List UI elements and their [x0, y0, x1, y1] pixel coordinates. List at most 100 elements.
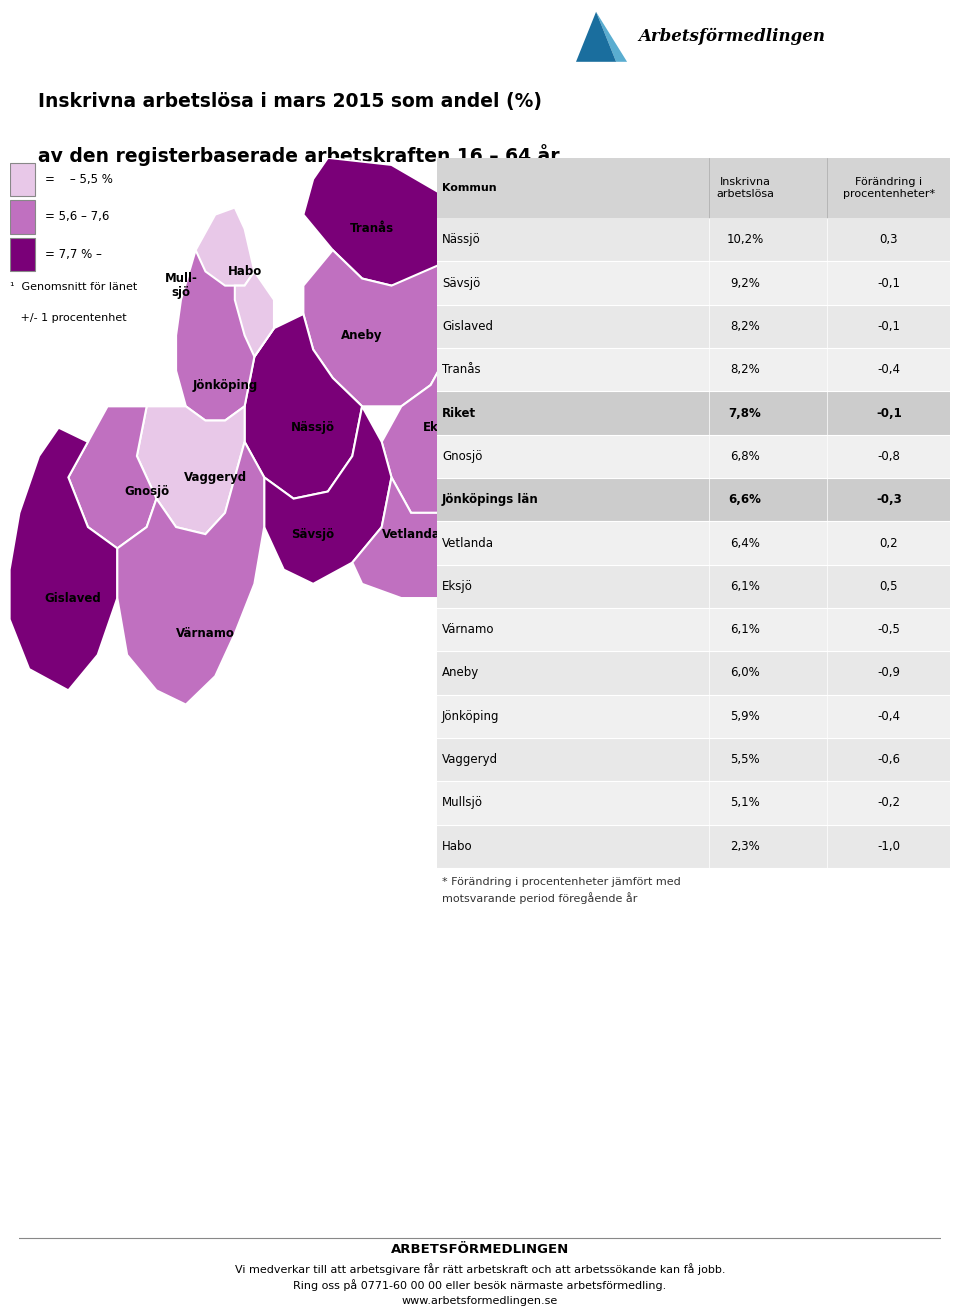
Text: Gnosjö: Gnosjö: [442, 450, 482, 463]
Text: Värnamo: Värnamo: [176, 627, 235, 640]
Text: Aneby: Aneby: [442, 667, 479, 680]
Text: Värnamo: Värnamo: [442, 623, 494, 636]
Text: av den registerbaserade arbetskraften 16 – 64 år: av den registerbaserade arbetskraften 16…: [38, 145, 560, 166]
FancyBboxPatch shape: [437, 564, 950, 608]
Text: -0,6: -0,6: [877, 753, 900, 767]
Text: 2,3%: 2,3%: [731, 840, 759, 852]
Text: 8,2%: 8,2%: [731, 363, 759, 376]
FancyBboxPatch shape: [437, 218, 950, 262]
Text: = 7,7 % –: = 7,7 % –: [44, 249, 102, 262]
Text: www.arbetsformedlingen.se: www.arbetsformedlingen.se: [402, 1297, 558, 1306]
Text: Jönköpings län: Jönköpings län: [442, 493, 539, 506]
Polygon shape: [352, 477, 499, 598]
FancyBboxPatch shape: [10, 163, 35, 196]
Text: Habo: Habo: [228, 264, 262, 277]
Text: -0,9: -0,9: [877, 667, 900, 680]
Text: Vetlanda: Vetlanda: [442, 537, 494, 550]
Polygon shape: [117, 442, 264, 705]
Text: Förändring i
procentenheter*: Förändring i procentenheter*: [843, 178, 935, 199]
Text: Tranås: Tranås: [442, 363, 481, 376]
FancyBboxPatch shape: [10, 200, 35, 234]
Polygon shape: [196, 208, 254, 285]
Text: Eksjö: Eksjö: [423, 421, 458, 434]
Text: = 5,6 – 7,6: = 5,6 – 7,6: [44, 210, 108, 224]
Polygon shape: [176, 208, 274, 421]
FancyBboxPatch shape: [437, 479, 950, 521]
Text: -0,1: -0,1: [877, 276, 900, 289]
Text: 10,2%: 10,2%: [727, 233, 763, 246]
Polygon shape: [245, 314, 362, 498]
Text: Vaggeryd: Vaggeryd: [183, 471, 247, 484]
Text: Arbetsförmedlingen: Arbetsförmedlingen: [638, 28, 825, 45]
FancyBboxPatch shape: [437, 651, 950, 694]
Text: Sävsjö: Sävsjö: [442, 276, 480, 289]
Text: +/- 1 procentenhet: +/- 1 procentenhet: [10, 313, 126, 323]
Text: 6,1%: 6,1%: [730, 580, 760, 593]
Text: =    – 5,5 %: = – 5,5 %: [44, 172, 112, 185]
FancyBboxPatch shape: [437, 305, 950, 348]
Text: 6,4%: 6,4%: [730, 537, 760, 550]
Text: Habo: Habo: [442, 840, 472, 852]
Text: Ring oss på 0771-60 00 00 eller besök närmaste arbetsförmedling.: Ring oss på 0771-60 00 00 eller besök nä…: [294, 1279, 666, 1291]
Polygon shape: [264, 406, 392, 584]
FancyBboxPatch shape: [437, 608, 950, 651]
Text: Mull-
sjö: Mull- sjö: [164, 272, 198, 299]
Text: Gislaved: Gislaved: [442, 320, 492, 333]
Text: 0,2: 0,2: [879, 537, 899, 550]
Text: Kommun: Kommun: [442, 183, 496, 193]
Text: -1,0: -1,0: [877, 840, 900, 852]
Text: 7,8%: 7,8%: [729, 406, 761, 419]
Polygon shape: [137, 406, 245, 534]
Text: 5,5%: 5,5%: [731, 753, 759, 767]
FancyBboxPatch shape: [437, 392, 950, 435]
Text: -0,4: -0,4: [877, 363, 900, 376]
Text: -0,5: -0,5: [877, 623, 900, 636]
Text: 6,0%: 6,0%: [731, 667, 759, 680]
Text: ARBETSFÖRMEDLINGEN: ARBETSFÖRMEDLINGEN: [391, 1243, 569, 1256]
Text: -0,2: -0,2: [877, 797, 900, 810]
Text: Eksjö: Eksjö: [442, 580, 473, 593]
Text: 8,2%: 8,2%: [731, 320, 759, 333]
FancyBboxPatch shape: [437, 521, 950, 564]
Polygon shape: [596, 12, 627, 62]
FancyBboxPatch shape: [437, 158, 950, 218]
FancyBboxPatch shape: [437, 825, 950, 868]
Text: 0,3: 0,3: [879, 233, 898, 246]
Text: -0,4: -0,4: [877, 710, 900, 723]
FancyBboxPatch shape: [437, 694, 950, 738]
Polygon shape: [303, 158, 441, 285]
Text: 5,1%: 5,1%: [731, 797, 759, 810]
Polygon shape: [382, 350, 499, 513]
Text: Vi medverkar till att arbetsgivare får rätt arbetskraft och att arbetssökande ka: Vi medverkar till att arbetsgivare får r…: [235, 1262, 725, 1274]
Text: 9,2%: 9,2%: [730, 276, 760, 289]
FancyBboxPatch shape: [437, 781, 950, 825]
FancyBboxPatch shape: [437, 262, 950, 305]
Text: Vetlanda: Vetlanda: [382, 527, 441, 540]
Polygon shape: [303, 250, 450, 406]
Text: -0,1: -0,1: [876, 406, 901, 419]
Polygon shape: [68, 406, 156, 548]
FancyBboxPatch shape: [437, 435, 950, 479]
FancyBboxPatch shape: [437, 348, 950, 392]
Text: -0,8: -0,8: [877, 450, 900, 463]
Text: -0,1: -0,1: [877, 320, 900, 333]
Text: Riket: Riket: [442, 406, 476, 419]
Text: Jönköping: Jönköping: [442, 710, 499, 723]
Text: Gislaved: Gislaved: [45, 592, 102, 605]
Text: 6,8%: 6,8%: [731, 450, 759, 463]
Text: 5,9%: 5,9%: [731, 710, 759, 723]
Text: * Förändring i procentenheter jämfört med
motsvarande period föregående år: * Förändring i procentenheter jämfört me…: [442, 877, 681, 903]
Text: Mullsjö: Mullsjö: [442, 797, 483, 810]
FancyBboxPatch shape: [10, 238, 35, 271]
Text: Jönköping: Jönköping: [192, 379, 257, 392]
Polygon shape: [235, 271, 274, 356]
Text: -0,3: -0,3: [876, 493, 901, 506]
Text: Vaggeryd: Vaggeryd: [442, 753, 498, 767]
Polygon shape: [576, 12, 616, 62]
Text: Inskrivna arbetslösa i mars 2015 som andel (%): Inskrivna arbetslösa i mars 2015 som and…: [38, 92, 542, 112]
Text: 6,6%: 6,6%: [729, 493, 761, 506]
Text: Sävsjö: Sävsjö: [292, 527, 335, 540]
Text: Gnosjö: Gnosjö: [124, 485, 169, 498]
Text: 6,1%: 6,1%: [730, 623, 760, 636]
Text: 0,5: 0,5: [879, 580, 898, 593]
